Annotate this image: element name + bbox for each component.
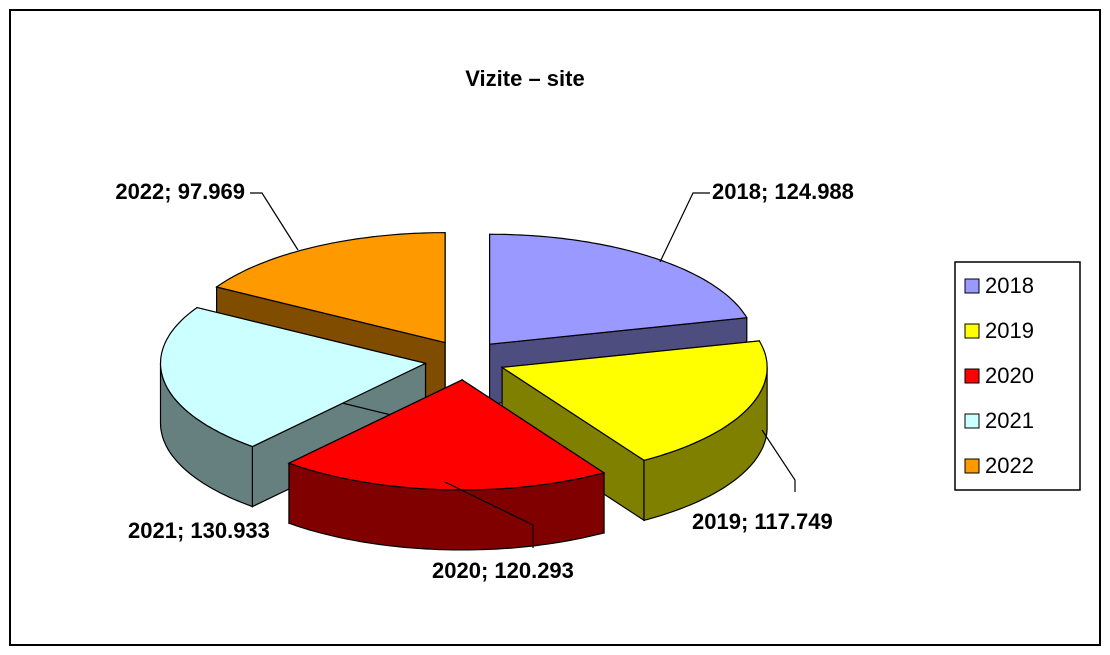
leader-line xyxy=(250,192,299,251)
legend-label: 2019 xyxy=(985,318,1034,343)
data-label: 2022; 97.969 xyxy=(115,179,245,204)
slice xyxy=(489,233,748,345)
legend-swatch xyxy=(964,323,980,339)
leader-line xyxy=(659,192,710,263)
legend-label: 2022 xyxy=(985,453,1034,478)
slice xyxy=(287,379,606,491)
slice xyxy=(159,306,428,448)
legend-label: 2021 xyxy=(985,408,1034,433)
data-label: 2019; 117.749 xyxy=(692,509,833,534)
data-label: 2020; 120.293 xyxy=(432,558,574,583)
slice xyxy=(215,231,446,344)
legend-swatch xyxy=(964,278,980,294)
legend: 2018 2019 2020 2021 2022 xyxy=(964,273,1034,478)
legend-swatch xyxy=(964,413,980,429)
slice xyxy=(500,340,768,461)
pie xyxy=(159,231,768,551)
data-label: 2021; 130.933 xyxy=(128,518,270,543)
chart-title: Vizite – site xyxy=(465,66,584,91)
leader-line xyxy=(444,481,534,548)
data-label: 2018; 124.988 xyxy=(712,179,854,204)
data-labels: 2018; 124.988 2019; 117.749 2020; 120.293 2… xyxy=(115,179,854,583)
legend-label: 2020 xyxy=(985,363,1034,388)
legend-swatch xyxy=(964,458,980,474)
legend-swatch xyxy=(964,368,980,384)
leader-line xyxy=(761,429,796,492)
legend-label: 2018 xyxy=(985,273,1034,298)
